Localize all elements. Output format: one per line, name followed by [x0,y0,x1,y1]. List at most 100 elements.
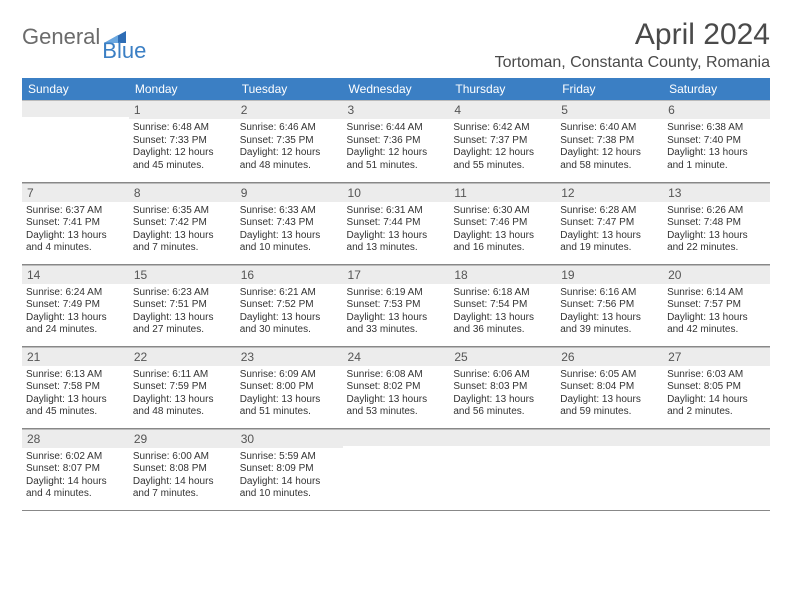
day-number: 29 [129,429,236,448]
sunset-text: Sunset: 7:56 PM [560,299,659,312]
sunrise-text: Sunrise: 6:03 AM [667,369,766,382]
calendar-cell: 15Sunrise: 6:23 AMSunset: 7:51 PMDayligh… [129,264,236,346]
calendar-cell: 6Sunrise: 6:38 AMSunset: 7:40 PMDaylight… [663,100,770,182]
sunset-text: Sunset: 7:53 PM [347,299,446,312]
calendar-cell: 14Sunrise: 6:24 AMSunset: 7:49 PMDayligh… [22,264,129,346]
day-details: Sunrise: 6:23 AMSunset: 7:51 PMDaylight:… [129,284,236,340]
calendar-cell [663,428,770,510]
sunset-text: Sunset: 7:48 PM [667,217,766,230]
location-label: Tortoman, Constanta County, Romania [495,54,770,72]
daylight-text: Daylight: 14 hours and 7 minutes. [133,476,232,501]
daylight-text: Daylight: 12 hours and 51 minutes. [347,147,446,172]
sunset-text: Sunset: 7:41 PM [26,217,125,230]
calendar-cell: 17Sunrise: 6:19 AMSunset: 7:53 PMDayligh… [343,264,450,346]
title-block: April 2024 Tortoman, Constanta County, R… [495,18,770,72]
sunrise-text: Sunrise: 6:21 AM [240,287,339,300]
day-number: 6 [663,100,770,119]
sunrise-text: Sunrise: 6:09 AM [240,369,339,382]
day-details: Sunrise: 6:08 AMSunset: 8:02 PMDaylight:… [343,366,450,422]
day-header: Sunday [22,78,129,100]
calendar-week: 21Sunrise: 6:13 AMSunset: 7:58 PMDayligh… [22,346,770,428]
day-details: Sunrise: 6:38 AMSunset: 7:40 PMDaylight:… [663,119,770,175]
daylight-text: Daylight: 13 hours and 42 minutes. [667,312,766,337]
calendar-cell: 7Sunrise: 6:37 AMSunset: 7:41 PMDaylight… [22,182,129,264]
day-number: 5 [556,100,663,119]
sunrise-text: Sunrise: 5:59 AM [240,451,339,464]
day-details: Sunrise: 6:33 AMSunset: 7:43 PMDaylight:… [236,202,343,258]
sunrise-text: Sunrise: 6:08 AM [347,369,446,382]
daylight-text: Daylight: 12 hours and 55 minutes. [453,147,552,172]
calendar-cell: 29Sunrise: 6:00 AMSunset: 8:08 PMDayligh… [129,428,236,510]
day-details: Sunrise: 6:06 AMSunset: 8:03 PMDaylight:… [449,366,556,422]
sunset-text: Sunset: 8:08 PM [133,463,232,476]
sunset-text: Sunset: 7:47 PM [560,217,659,230]
sunrise-text: Sunrise: 6:42 AM [453,122,552,135]
day-number: 21 [22,347,129,366]
day-number: 12 [556,183,663,202]
sunset-text: Sunset: 8:04 PM [560,381,659,394]
daylight-text: Daylight: 13 hours and 13 minutes. [347,230,446,255]
sunset-text: Sunset: 7:38 PM [560,135,659,148]
day-number [343,429,450,446]
daylight-text: Daylight: 13 hours and 53 minutes. [347,394,446,419]
sunrise-text: Sunrise: 6:28 AM [560,205,659,218]
calendar-cell: 22Sunrise: 6:11 AMSunset: 7:59 PMDayligh… [129,346,236,428]
sunset-text: Sunset: 7:46 PM [453,217,552,230]
day-details: Sunrise: 6:00 AMSunset: 8:08 PMDaylight:… [129,448,236,504]
day-number: 17 [343,265,450,284]
sunset-text: Sunset: 7:58 PM [26,381,125,394]
day-number: 27 [663,347,770,366]
sunrise-text: Sunrise: 6:11 AM [133,369,232,382]
daylight-text: Daylight: 13 hours and 19 minutes. [560,230,659,255]
calendar-cell: 24Sunrise: 6:08 AMSunset: 8:02 PMDayligh… [343,346,450,428]
day-number [663,429,770,446]
sunset-text: Sunset: 7:43 PM [240,217,339,230]
calendar-cell: 12Sunrise: 6:28 AMSunset: 7:47 PMDayligh… [556,182,663,264]
day-number: 11 [449,183,556,202]
day-number: 26 [556,347,663,366]
calendar-cell [22,100,129,182]
calendar-cell: 20Sunrise: 6:14 AMSunset: 7:57 PMDayligh… [663,264,770,346]
day-number: 20 [663,265,770,284]
daylight-text: Daylight: 13 hours and 33 minutes. [347,312,446,337]
sunrise-text: Sunrise: 6:02 AM [26,451,125,464]
calendar-cell: 30Sunrise: 5:59 AMSunset: 8:09 PMDayligh… [236,428,343,510]
day-number: 18 [449,265,556,284]
sunset-text: Sunset: 7:49 PM [26,299,125,312]
daylight-text: Daylight: 13 hours and 45 minutes. [26,394,125,419]
day-details: Sunrise: 6:18 AMSunset: 7:54 PMDaylight:… [449,284,556,340]
calendar-cell: 10Sunrise: 6:31 AMSunset: 7:44 PMDayligh… [343,182,450,264]
day-number: 9 [236,183,343,202]
daylight-text: Daylight: 13 hours and 27 minutes. [133,312,232,337]
sunset-text: Sunset: 7:35 PM [240,135,339,148]
day-number: 3 [343,100,450,119]
calendar-body: 1Sunrise: 6:48 AMSunset: 7:33 PMDaylight… [22,100,770,510]
day-details: Sunrise: 6:26 AMSunset: 7:48 PMDaylight:… [663,202,770,258]
sunrise-text: Sunrise: 6:16 AM [560,287,659,300]
day-number: 2 [236,100,343,119]
day-details: Sunrise: 6:35 AMSunset: 7:42 PMDaylight:… [129,202,236,258]
sunrise-text: Sunrise: 6:13 AM [26,369,125,382]
brand-text-1: General [22,24,100,50]
daylight-text: Daylight: 13 hours and 1 minute. [667,147,766,172]
sunrise-text: Sunrise: 6:44 AM [347,122,446,135]
sunset-text: Sunset: 8:05 PM [667,381,766,394]
sunset-text: Sunset: 8:09 PM [240,463,339,476]
sunset-text: Sunset: 7:36 PM [347,135,446,148]
day-details: Sunrise: 6:28 AMSunset: 7:47 PMDaylight:… [556,202,663,258]
sunrise-text: Sunrise: 6:14 AM [667,287,766,300]
sunset-text: Sunset: 7:40 PM [667,135,766,148]
calendar-cell: 11Sunrise: 6:30 AMSunset: 7:46 PMDayligh… [449,182,556,264]
day-details: Sunrise: 6:37 AMSunset: 7:41 PMDaylight:… [22,202,129,258]
day-number: 10 [343,183,450,202]
calendar-week: 1Sunrise: 6:48 AMSunset: 7:33 PMDaylight… [22,100,770,182]
brand-text-2: Blue [102,38,146,64]
day-details: Sunrise: 6:31 AMSunset: 7:44 PMDaylight:… [343,202,450,258]
daylight-text: Daylight: 13 hours and 24 minutes. [26,312,125,337]
day-details: Sunrise: 6:05 AMSunset: 8:04 PMDaylight:… [556,366,663,422]
day-number: 1 [129,100,236,119]
sunset-text: Sunset: 7:44 PM [347,217,446,230]
sunrise-text: Sunrise: 6:38 AM [667,122,766,135]
daylight-text: Daylight: 14 hours and 2 minutes. [667,394,766,419]
daylight-text: Daylight: 13 hours and 22 minutes. [667,230,766,255]
